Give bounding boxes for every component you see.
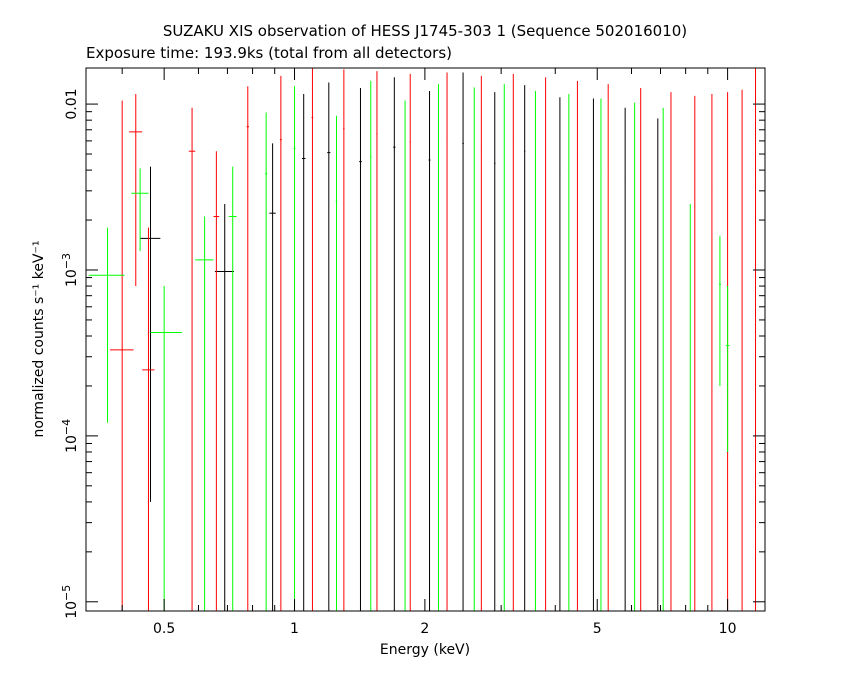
x-tick-label: 2 (420, 621, 429, 637)
chart-subtitle: Exposure time: 193.9ks (total from all d… (86, 44, 452, 62)
x-axis-label: Energy (keV) (380, 642, 470, 658)
y-axis-label: normalized counts s⁻¹ keV⁻¹ (31, 240, 47, 437)
y-tick-label: 10−4 (60, 419, 80, 453)
y-tick-label: 0.01 (64, 88, 80, 119)
x-tick-label: 1 (290, 621, 299, 637)
x-tick-label: 0.5 (153, 621, 175, 637)
y-tick-label: 10−3 (60, 253, 80, 287)
series-0 (140, 72, 659, 611)
series-2 (88, 80, 730, 611)
data-bars (88, 68, 757, 611)
chart-title: SUZAKU XIS observation of HESS J1745-303… (163, 22, 687, 40)
x-tick-label: 10 (719, 621, 737, 637)
plot-frame (85, 67, 766, 612)
y-tick-label: 10−5 (60, 585, 80, 619)
axis-ticks: 0.5 1 2 5 10 10−5 10−4 10−3 0.01 (60, 68, 765, 637)
series-1 (110, 68, 757, 611)
x-tick-label: 5 (593, 621, 602, 637)
